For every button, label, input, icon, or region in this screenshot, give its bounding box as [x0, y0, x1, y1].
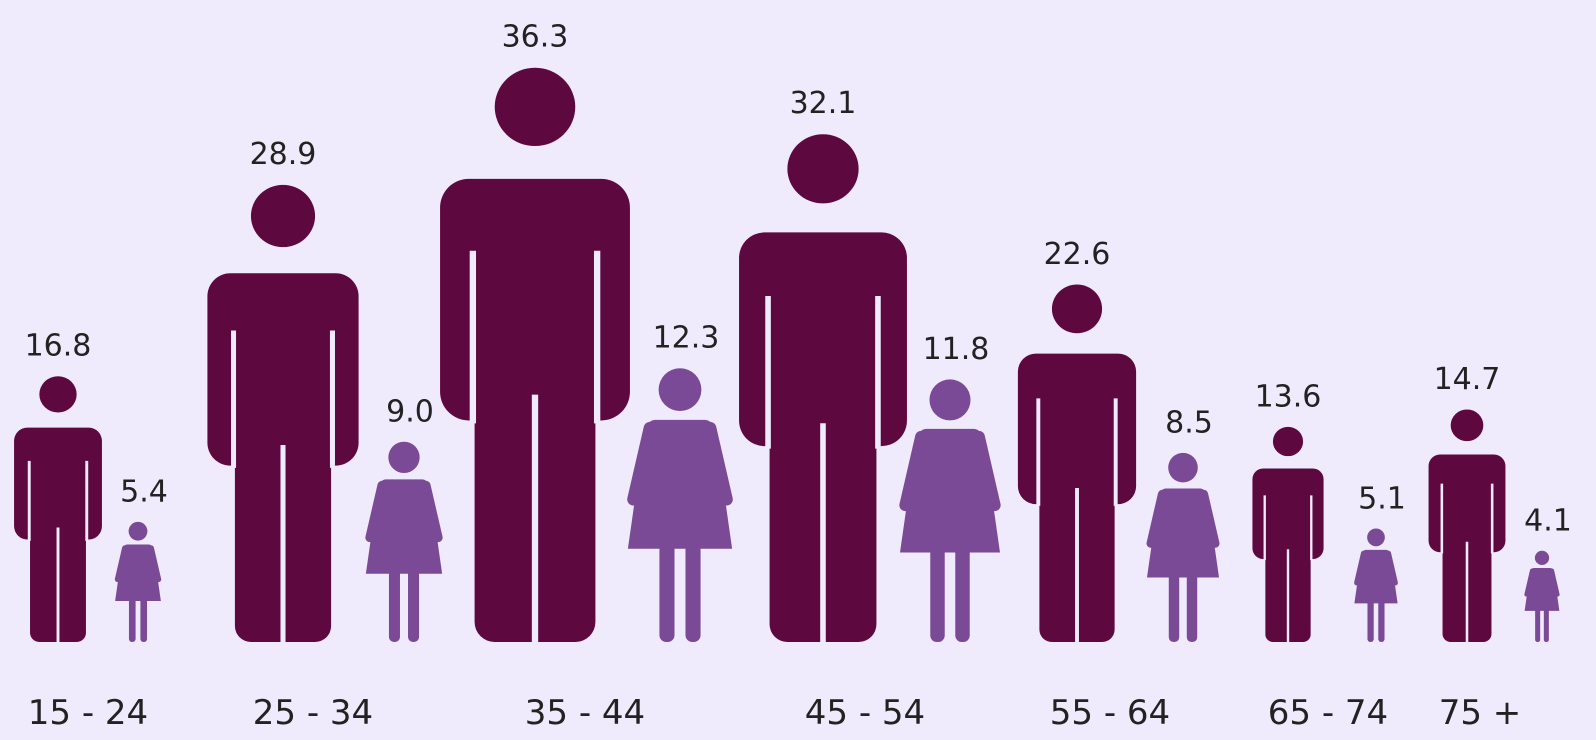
leg	[1168, 569, 1180, 642]
female-figure	[1146, 452, 1220, 642]
male-figure	[440, 67, 630, 648]
leg	[659, 537, 675, 642]
arm	[1199, 489, 1220, 548]
male-figure	[739, 134, 907, 648]
arm	[627, 421, 656, 506]
female-figure	[899, 379, 1001, 642]
value-label: 8.5	[1165, 405, 1213, 440]
value-label: 11.8	[923, 332, 990, 367]
value-label: 4.1	[1524, 504, 1572, 539]
head	[929, 379, 971, 421]
male-figure	[207, 184, 359, 647]
leg	[955, 542, 970, 642]
value-label: 28.9	[250, 137, 317, 172]
leg	[1186, 569, 1198, 642]
leg	[1367, 598, 1374, 642]
dress	[1146, 488, 1220, 578]
head	[1534, 550, 1550, 566]
head	[1272, 426, 1304, 457]
dress	[627, 419, 733, 549]
leg	[128, 596, 136, 642]
arm	[114, 545, 128, 583]
head	[1367, 528, 1385, 547]
value-label: 13.6	[1255, 379, 1322, 414]
head	[39, 376, 77, 413]
arm	[704, 421, 733, 506]
arm	[365, 480, 387, 543]
category-label: 15 - 24	[28, 693, 148, 733]
value-label: 22.6	[1044, 237, 1111, 272]
head	[128, 521, 148, 541]
category-label: 25 - 34	[253, 693, 373, 733]
value-label: 14.7	[1434, 362, 1501, 397]
leg	[140, 596, 148, 642]
head	[494, 67, 576, 147]
head	[1450, 409, 1484, 442]
male-figure	[1017, 284, 1137, 646]
head	[1168, 452, 1198, 483]
value-label: 36.3	[502, 20, 569, 55]
female-figure	[1354, 528, 1398, 642]
leg	[1535, 607, 1541, 642]
female-figure	[365, 441, 443, 642]
category-label: 55 - 64	[1050, 693, 1170, 733]
dress	[365, 479, 443, 574]
value-label: 5.4	[120, 475, 168, 510]
value-label: 32.1	[790, 86, 857, 121]
category-label: 45 - 54	[805, 693, 925, 733]
value-label: 12.3	[653, 321, 720, 356]
head	[388, 441, 420, 474]
leg	[930, 542, 945, 642]
female-figure	[1524, 550, 1560, 642]
dress	[1354, 549, 1398, 604]
category-label: 65 - 74	[1268, 693, 1388, 733]
arm	[421, 480, 443, 543]
dress	[115, 544, 161, 602]
head	[250, 184, 316, 248]
female-figure	[627, 368, 733, 642]
value-label: 16.8	[25, 329, 92, 364]
arm	[1550, 568, 1560, 597]
leg	[388, 565, 400, 642]
dress	[1524, 567, 1560, 611]
leg	[685, 537, 701, 642]
arm	[899, 430, 927, 512]
head	[658, 368, 702, 412]
male-figure	[1252, 426, 1324, 645]
arm	[973, 430, 1001, 512]
male-figure	[1428, 409, 1506, 645]
category-label: 35 - 44	[525, 693, 645, 733]
female-figure	[114, 521, 162, 642]
leg	[1378, 598, 1385, 642]
arm	[1146, 489, 1167, 548]
dress	[900, 428, 1000, 553]
arm	[1385, 550, 1398, 586]
arm	[148, 545, 162, 583]
category-label: 75 +	[1439, 693, 1522, 733]
value-label: 5.1	[1358, 481, 1406, 516]
value-label: 9.0	[386, 394, 434, 429]
arm	[1524, 568, 1534, 597]
arm	[1354, 550, 1367, 586]
leg	[1543, 607, 1549, 642]
head	[1051, 284, 1103, 334]
head	[787, 134, 859, 204]
male-figure	[14, 376, 102, 645]
leg	[408, 565, 420, 642]
